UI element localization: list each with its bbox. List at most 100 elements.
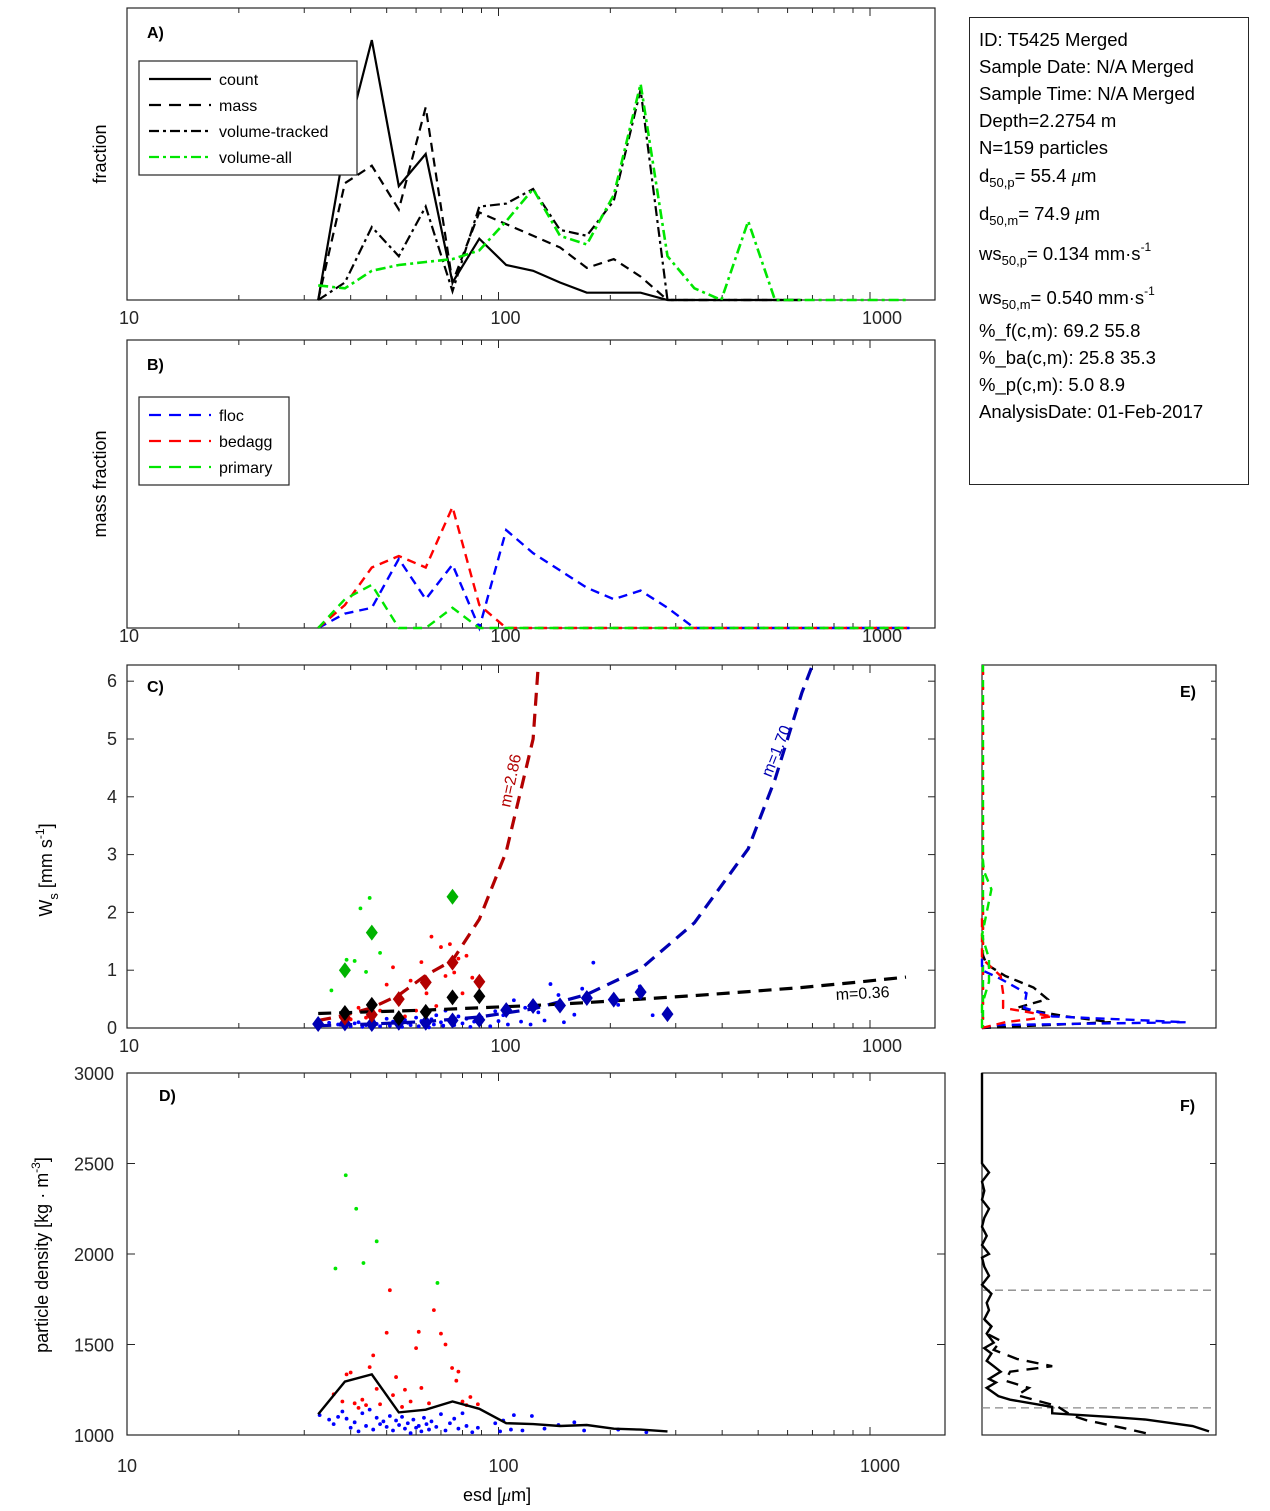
floc-point <box>496 1019 501 1023</box>
legend-label-count: count <box>219 72 259 89</box>
bedagg-point <box>340 1399 345 1404</box>
floc-point <box>431 1022 436 1027</box>
y-tick-label: 0 <box>107 1018 117 1038</box>
floc-fit <box>318 665 814 1028</box>
floc-point <box>650 1013 655 1018</box>
y-tick-label: 5 <box>107 729 117 749</box>
distribution-bedagg <box>980 912 1053 1030</box>
all-mean-marker <box>365 996 378 1013</box>
floc-point <box>414 1425 418 1430</box>
d50m-symbol: d <box>979 203 990 224</box>
floc-point <box>448 1421 452 1426</box>
primary-point <box>358 906 363 911</box>
legend-label-volume-tracked: volume-tracked <box>219 124 328 141</box>
floc-point <box>523 1005 528 1010</box>
bedagg-point <box>408 1399 413 1404</box>
floc-point <box>468 1024 473 1029</box>
bedagg-point <box>460 1399 465 1404</box>
axes-box <box>981 1072 1217 1436</box>
x-tick-label: 1000 <box>860 1456 900 1476</box>
primary-point <box>364 970 368 974</box>
sample-info-box: ID: T5425 Merged Sample Date: N/A Merged… <box>969 17 1249 485</box>
primary-mean-marker <box>446 888 459 905</box>
floc-mean-marker <box>365 1015 378 1032</box>
legend-label-bedagg: bedagg <box>219 434 272 451</box>
floc-point <box>511 1413 516 1417</box>
floc-point <box>644 1430 649 1435</box>
panel-label: A) <box>147 25 164 42</box>
unit: m <box>1081 165 1097 186</box>
floc-point <box>424 1422 429 1427</box>
bedagg-point <box>470 975 475 980</box>
bedagg-point <box>454 1378 459 1383</box>
primary-point <box>367 896 372 900</box>
info-pct-floc: %_f(c,m): 69.2 55.8 <box>979 320 1141 341</box>
ylabel-close: ] <box>32 1157 52 1162</box>
legend-label-mass: mass <box>219 98 257 115</box>
bedagg-point <box>429 934 434 939</box>
xlabel-mu: μ <box>501 1485 511 1505</box>
mu-symbol: μ <box>1071 167 1081 187</box>
d50p-subscript: 50,p <box>989 175 1015 190</box>
info-sample-date: Sample Date: N/A Merged <box>979 56 1194 77</box>
y-axis-label: Ws [mm s-1] <box>33 823 61 916</box>
legend-box <box>138 396 290 486</box>
xlabel-end: m] <box>511 1485 531 1505</box>
bedagg-point <box>400 1405 404 1409</box>
x-tick-label: 100 <box>489 1456 519 1476</box>
primary-point <box>329 988 334 993</box>
ws50m-value: = 0.540 mm·s <box>1030 287 1145 308</box>
bedagg-point <box>452 970 457 975</box>
info-depth: Depth=2.2754 m <box>979 110 1117 131</box>
bedagg-point <box>475 1402 480 1407</box>
floc-point <box>408 1431 413 1436</box>
distribution-all <box>980 952 1111 1030</box>
floc-mean-marker <box>553 997 566 1014</box>
floc-point <box>548 982 553 986</box>
x-tick-label: 100 <box>491 626 521 646</box>
x-tick-label: 10 <box>119 308 139 328</box>
floc-mean-marker <box>527 998 540 1015</box>
y-tick-label: 6 <box>107 671 117 691</box>
floc-point <box>360 1411 365 1416</box>
floc-point <box>397 1423 401 1427</box>
primary-point <box>361 1261 366 1265</box>
floc-point <box>460 1411 465 1416</box>
bedagg-point <box>439 945 443 949</box>
bedagg-point <box>356 1005 361 1010</box>
panel-e: E) <box>980 664 1217 1030</box>
bedagg-mean-marker <box>365 1006 378 1023</box>
primary-point <box>352 959 357 963</box>
y-tick-label: 2 <box>107 902 117 922</box>
floc-point <box>394 1418 398 1423</box>
y-tick-label: 3000 <box>74 1064 114 1084</box>
info-pct-primary: %_p(c,m): 5.0 8.9 <box>979 374 1126 395</box>
unit: m <box>1084 203 1101 224</box>
legend-label-volume-all: volume-all <box>219 150 292 167</box>
floc-point <box>536 1010 541 1015</box>
floc-point <box>562 1020 566 1025</box>
floc-point <box>434 1424 439 1429</box>
all-mean-marker <box>392 1010 405 1027</box>
d50p-value: = 55.4 <box>1014 165 1072 186</box>
floc-point <box>384 1424 389 1429</box>
bedagg-point <box>367 1365 372 1370</box>
floc-point <box>439 1020 443 1025</box>
bedagg-point <box>360 1397 365 1402</box>
bedagg-point <box>443 1342 448 1347</box>
floc-point <box>528 1022 533 1027</box>
bedagg-point <box>348 1370 353 1375</box>
bedagg-point <box>384 982 389 987</box>
floc-point <box>580 986 585 991</box>
floc-point <box>506 1022 510 1027</box>
panel-label: B) <box>147 357 164 374</box>
floc-point <box>422 1415 426 1420</box>
bedagg-point <box>384 1330 389 1335</box>
primary-point <box>333 1266 338 1271</box>
x-axis-label: esd [μm] <box>463 1485 531 1505</box>
floc-point <box>456 1426 461 1431</box>
bedagg-point <box>408 978 413 983</box>
info-analysis-date: AnalysisDate: 01-Feb-2017 <box>979 401 1204 422</box>
panel-label: D) <box>159 1088 176 1105</box>
